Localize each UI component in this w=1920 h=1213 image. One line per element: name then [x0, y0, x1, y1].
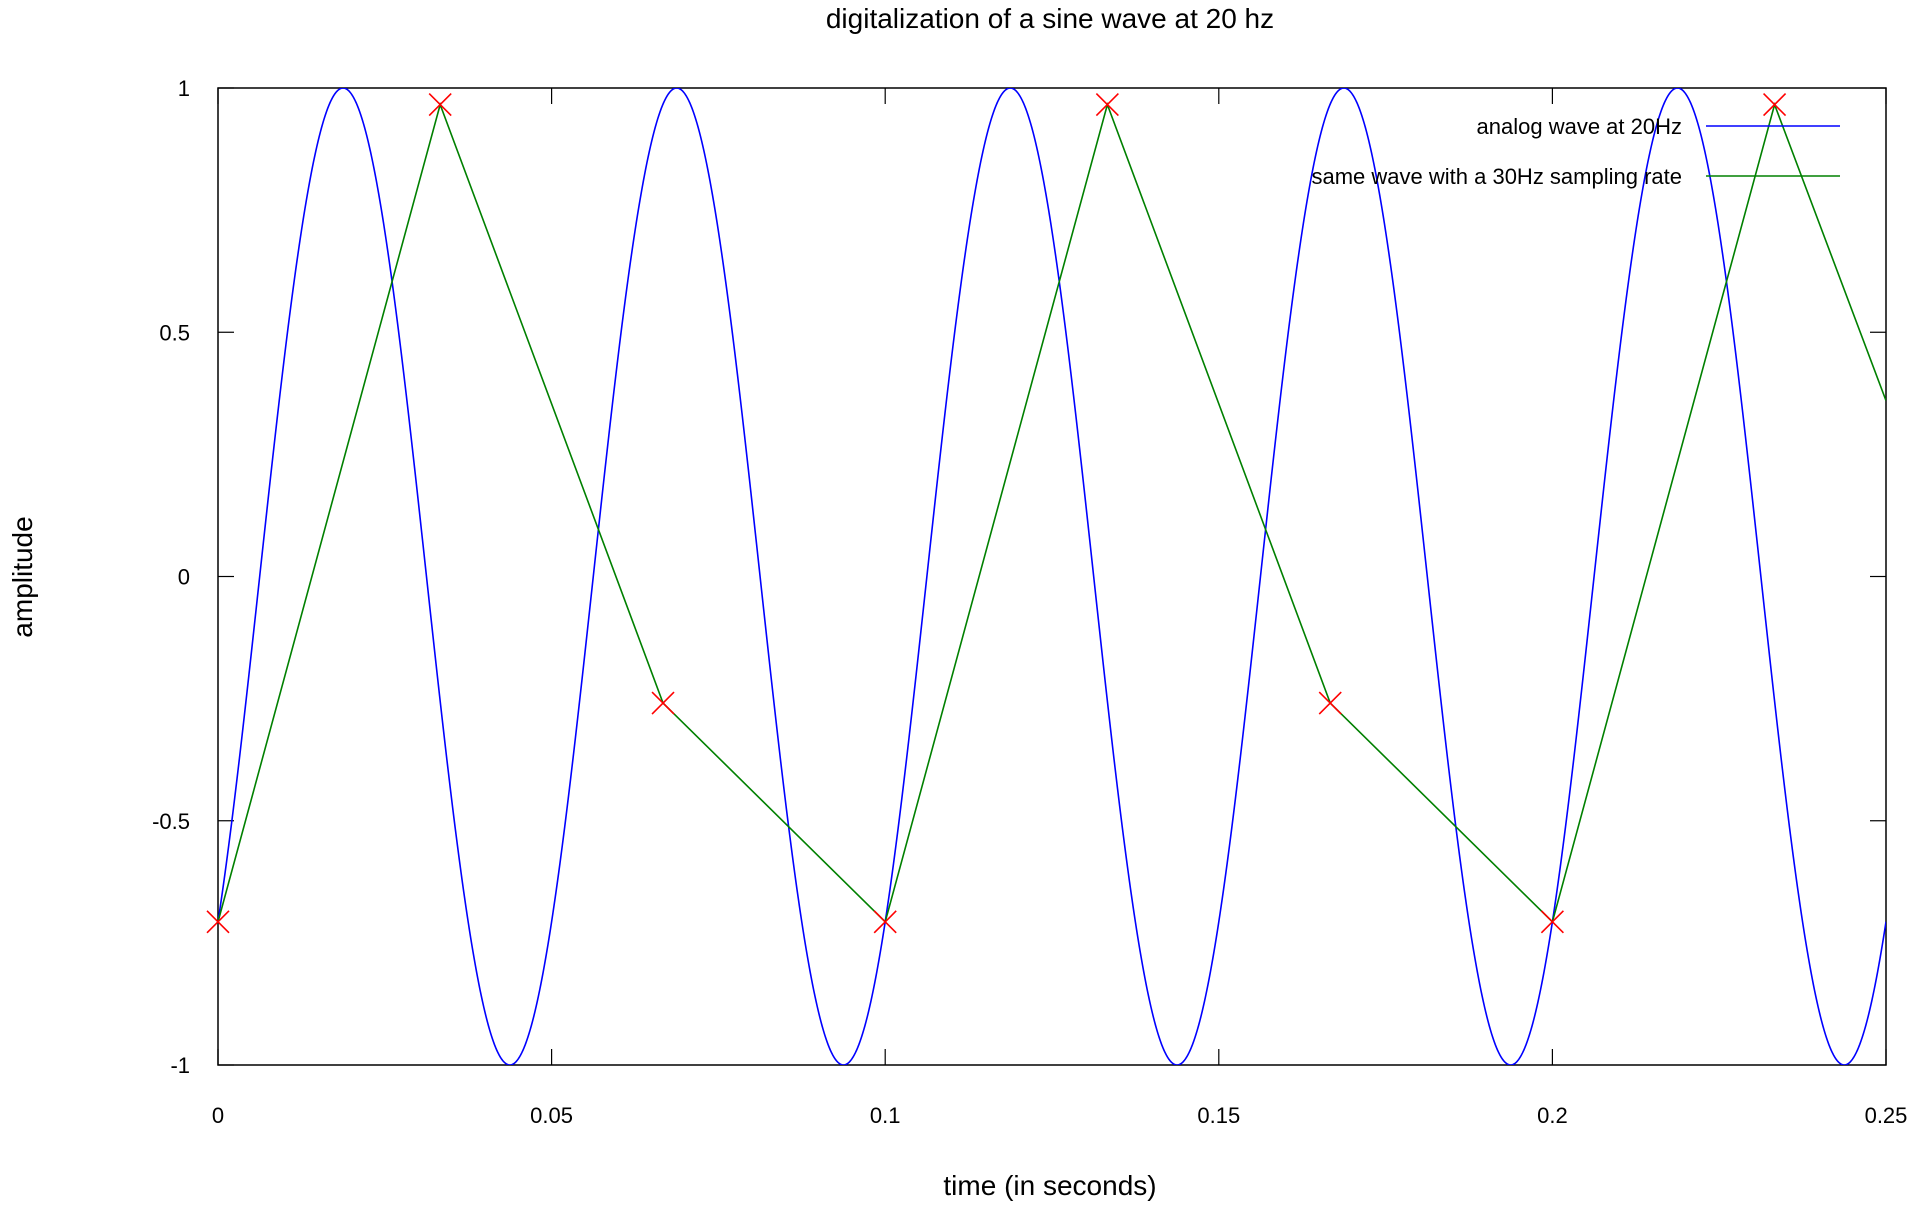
x-tick-label: 0.2 — [1537, 1103, 1568, 1128]
y-tick-label: -1 — [170, 1053, 190, 1078]
legend-item: same wave with a 30Hz sampling rate — [1312, 164, 1840, 189]
sample-marker — [1318, 691, 1342, 715]
sample-marker-stroke — [206, 910, 230, 934]
sample-marker — [206, 910, 230, 934]
y-tick-label: -0.5 — [152, 809, 190, 834]
sample-marker — [428, 93, 452, 117]
sample-marker-stroke — [1318, 691, 1342, 715]
sample-marker — [1540, 910, 1564, 934]
y-tick-label: 0.5 — [159, 320, 190, 345]
x-tick-label: 0.1 — [870, 1103, 901, 1128]
y-tick-label: 1 — [178, 76, 190, 101]
sample-marker-stroke — [1095, 93, 1119, 117]
legend-label: analog wave at 20Hz — [1477, 114, 1682, 139]
chart-title: digitalization of a sine wave at 20 hz — [826, 3, 1274, 34]
sample-marker — [651, 691, 675, 715]
x-tick-label: 0.05 — [530, 1103, 573, 1128]
x-tick-label: 0.15 — [1197, 1103, 1240, 1128]
sample-marker — [1095, 93, 1119, 117]
sample-marker-stroke — [1763, 93, 1787, 117]
sample-marker — [1763, 93, 1787, 117]
sample-marker-stroke — [651, 691, 675, 715]
series-line-analog — [218, 88, 1886, 1065]
y-tick-label: 0 — [178, 565, 190, 590]
x-tick-label: 0 — [212, 1103, 224, 1128]
legend-label: same wave with a 30Hz sampling rate — [1312, 164, 1683, 189]
sample-marker-stroke — [428, 93, 452, 117]
sample-marker-stroke — [873, 910, 897, 934]
x-tick-label: 0.25 — [1865, 1103, 1908, 1128]
y-axis-title: amplitude — [7, 516, 38, 637]
sample-marker-stroke — [1540, 910, 1564, 934]
plot-area: 0 0.05 0.1 0.15 0.2 0.25 1 0.5 0 -0.5 -1 analog wav… — [152, 76, 1907, 1128]
sample-marker — [873, 910, 897, 934]
legend-item: analog wave at 20Hz — [1477, 114, 1840, 139]
x-axis-title: time (in seconds) — [943, 1170, 1156, 1201]
